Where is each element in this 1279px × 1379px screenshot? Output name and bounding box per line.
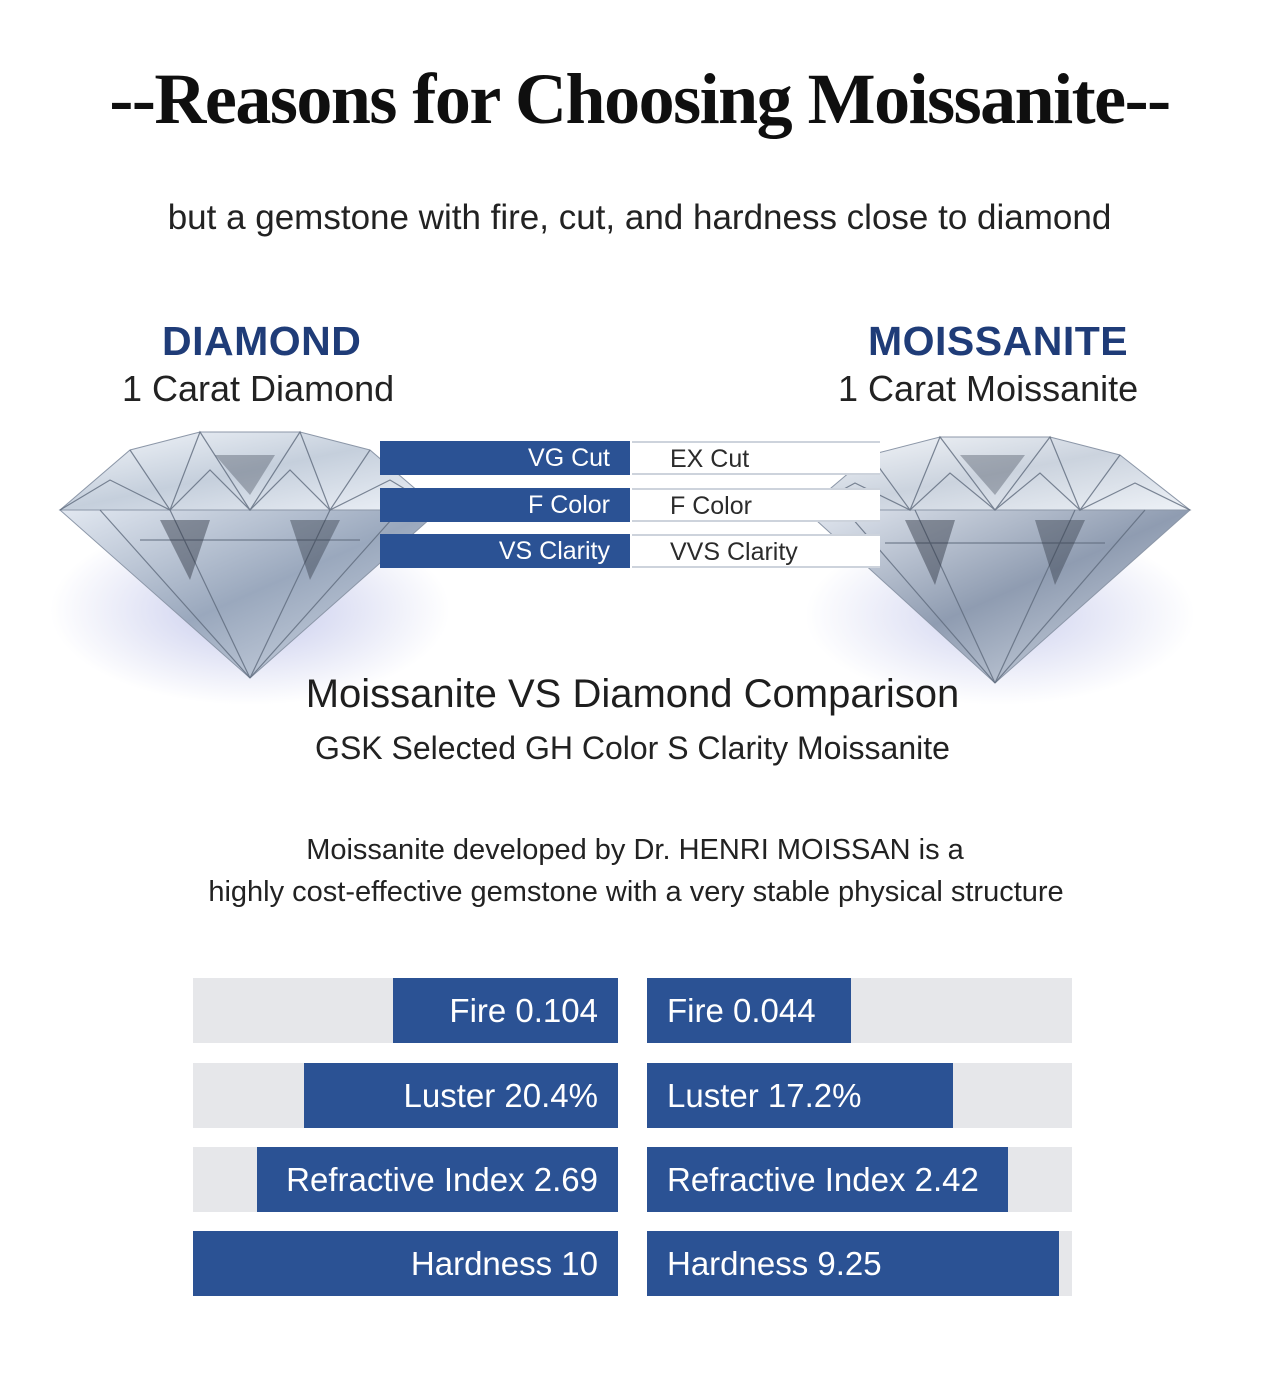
comparison-subtitle: GSK Selected GH Color S Clarity Moissani…	[315, 730, 950, 766]
moissanite-hardness-fill: Hardness 9.25	[647, 1231, 1060, 1296]
diamond-gem-image	[50, 430, 450, 705]
diamond-caption: 1 Carat Diamond	[122, 368, 395, 409]
diamond-heading: DIAMOND	[162, 318, 362, 364]
moissanite-refractive-bar: Refractive Index 2.42	[647, 1147, 1072, 1212]
moissanite-hardness-bar: Hardness 9.25	[647, 1231, 1072, 1296]
moissanite-spec-clarity: VVS Clarity	[632, 534, 880, 568]
diamond-luster-bar: Luster 20.4%	[193, 1063, 618, 1128]
moissanite-luster-bar: Luster 17.2%	[647, 1063, 1072, 1128]
diamond-refractive-bar: Refractive Index 2.69	[193, 1147, 618, 1212]
page-subtitle: but a gemstone with fire, cut, and hardn…	[167, 198, 1112, 237]
moissanite-spec-color: F Color	[632, 488, 880, 522]
diamond-fire-fill: Fire 0.104	[392, 978, 618, 1043]
moissanite-fire-bar: Fire 0.044	[647, 978, 1072, 1043]
description-line-2: highly cost-effective gemstone with a ve…	[208, 876, 1064, 908]
diamond-hardness-bar: Hardness 10	[193, 1231, 618, 1296]
moissanite-gem-image	[803, 435, 1195, 705]
page-title: --Reasons for Choosing Moissanite--	[109, 59, 1171, 139]
diamond-refractive-fill: Refractive Index 2.69	[256, 1147, 618, 1212]
diamond-spec-cut: VG Cut	[380, 441, 630, 475]
diamond-luster-fill: Luster 20.4%	[303, 1063, 618, 1128]
moissanite-spec-cut: EX Cut	[632, 441, 880, 475]
moissanite-luster-fill: Luster 17.2%	[647, 1063, 953, 1128]
moissanite-caption: 1 Carat Moissanite	[838, 368, 1139, 409]
moissanite-heading: MOISSANITE	[868, 318, 1129, 364]
moissanite-refractive-fill: Refractive Index 2.42	[647, 1147, 1009, 1212]
diamond-spec-clarity: VS Clarity	[380, 534, 630, 568]
description-line-1: Moissanite developed by Dr. HENRI MOISSA…	[306, 834, 964, 866]
diamond-spec-color: F Color	[380, 488, 630, 522]
diamond-hardness-fill: Hardness 10	[193, 1231, 618, 1296]
comparison-title: Moissanite VS Diamond Comparison	[305, 672, 960, 716]
moissanite-fire-fill: Fire 0.044	[647, 978, 851, 1043]
diamond-fire-bar: Fire 0.104	[193, 978, 618, 1043]
